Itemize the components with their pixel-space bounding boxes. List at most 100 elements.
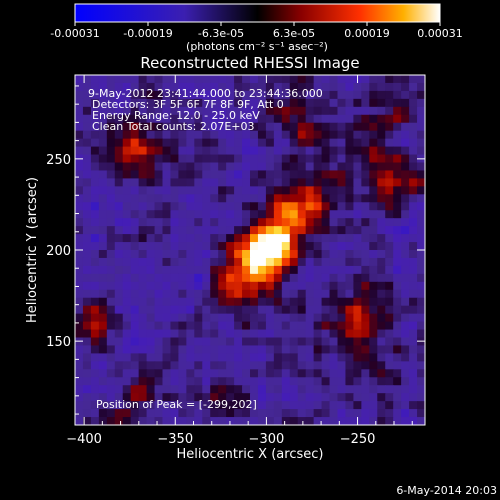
heatmap-cell xyxy=(234,409,243,418)
heatmap-cell xyxy=(281,329,291,339)
heatmap-cell xyxy=(202,321,211,331)
heatmap-cell xyxy=(202,417,211,425)
heatmap-cell xyxy=(401,369,410,378)
heatmap-cell xyxy=(393,321,402,331)
heatmap-cell xyxy=(329,361,339,370)
heatmap-cell xyxy=(297,162,307,172)
heatmap-cell xyxy=(385,313,394,323)
heatmap-cell xyxy=(401,75,410,84)
heatmap-cell xyxy=(265,265,275,275)
heatmap-cell xyxy=(313,393,323,402)
heatmap-cell xyxy=(337,377,347,386)
heatmap-cell xyxy=(162,281,172,291)
heatmap-cell xyxy=(122,178,132,187)
heatmap-cell xyxy=(281,265,291,275)
heatmap-cell xyxy=(361,194,370,203)
heatmap-cell xyxy=(250,313,259,323)
heatmap-cell xyxy=(257,417,267,425)
heatmap-cell xyxy=(90,297,100,307)
heatmap-cell xyxy=(353,242,362,251)
heatmap-cell xyxy=(273,98,283,108)
heatmap-cell xyxy=(162,130,172,140)
heatmap-cell xyxy=(194,305,203,315)
heatmap-cell xyxy=(186,226,195,235)
heatmap-cell xyxy=(369,409,378,418)
heatmap-cell xyxy=(353,313,362,323)
heatmap-cell xyxy=(289,170,299,179)
heatmap-cell xyxy=(353,250,362,259)
heatmap-cell xyxy=(401,417,410,425)
heatmap-cell xyxy=(146,353,156,362)
heatmap-cell xyxy=(313,305,323,315)
heatmap-cell xyxy=(242,242,251,251)
heatmap-cell xyxy=(234,210,243,219)
heatmap-cell xyxy=(90,361,100,370)
heatmap-cell xyxy=(154,409,164,418)
heatmap-cell xyxy=(186,329,195,339)
heatmap-cell xyxy=(210,313,219,323)
heatmap-cell xyxy=(154,218,164,227)
heatmap-cell xyxy=(234,138,243,148)
heatmap-cell xyxy=(170,218,179,227)
heatmap-cell xyxy=(297,369,307,378)
heatmap-cell xyxy=(202,98,211,108)
heatmap-cell xyxy=(114,154,124,164)
heatmap-cell xyxy=(409,242,418,251)
heatmap-cell xyxy=(202,178,211,187)
heatmap-cell xyxy=(393,273,402,283)
heatmap-cell xyxy=(218,417,227,425)
heatmap-cell xyxy=(369,202,378,211)
heatmap-cell xyxy=(210,305,219,315)
heatmap-cell xyxy=(313,210,323,219)
heatmap-cell xyxy=(98,242,108,251)
heatmap-cell xyxy=(393,385,402,394)
heatmap-cell xyxy=(250,289,259,299)
heatmap-cell xyxy=(305,186,315,195)
heatmap-cell xyxy=(257,114,267,124)
heatmap-cell xyxy=(361,82,370,92)
heatmap-cell xyxy=(226,345,235,354)
heatmap-cell xyxy=(305,218,315,227)
heatmap-cell xyxy=(369,90,378,100)
heatmap-cell xyxy=(75,218,84,227)
heatmap-cell xyxy=(377,178,386,187)
heatmap-cell xyxy=(401,210,410,219)
heatmap-cell xyxy=(170,178,179,187)
heatmap-cell xyxy=(273,130,283,140)
heatmap-cell xyxy=(385,186,394,195)
heatmap-cell xyxy=(98,305,108,315)
heatmap-cell xyxy=(377,401,386,410)
heatmap-cell xyxy=(345,337,354,347)
heatmap-cell xyxy=(361,409,370,418)
heatmap-cell xyxy=(409,257,418,267)
heatmap-cell xyxy=(273,202,283,211)
heatmap-cell xyxy=(210,178,219,187)
heatmap-cell xyxy=(361,178,370,187)
heatmap-cell xyxy=(305,194,315,203)
heatmap-cell xyxy=(337,170,347,179)
heatmap-cell xyxy=(130,361,140,370)
heatmap-cell xyxy=(329,98,339,108)
heatmap-cell xyxy=(90,369,100,378)
heatmap-cell xyxy=(273,265,283,275)
heatmap-cell xyxy=(337,106,347,116)
heatmap-cell xyxy=(98,353,108,362)
heatmap-cell xyxy=(273,353,283,362)
heatmap-cell xyxy=(385,122,394,132)
heatmap-cell xyxy=(265,337,275,347)
heatmap-cell xyxy=(114,170,124,179)
heatmap-cell xyxy=(265,98,275,108)
heatmap-cell xyxy=(265,281,275,291)
heatmap-cell xyxy=(329,242,339,251)
heatmap-cell xyxy=(194,409,203,418)
heatmap-cell xyxy=(353,289,362,299)
heatmap-cell xyxy=(265,226,275,235)
heatmap-cell xyxy=(393,226,402,235)
heatmap-cell xyxy=(162,202,172,211)
heatmap-cell xyxy=(194,114,203,124)
heatmap-cell xyxy=(313,377,323,386)
heatmap-cell xyxy=(297,194,307,203)
heatmap-cell xyxy=(186,289,195,299)
heatmap-cell xyxy=(82,82,92,92)
heatmap-cell xyxy=(329,297,339,307)
